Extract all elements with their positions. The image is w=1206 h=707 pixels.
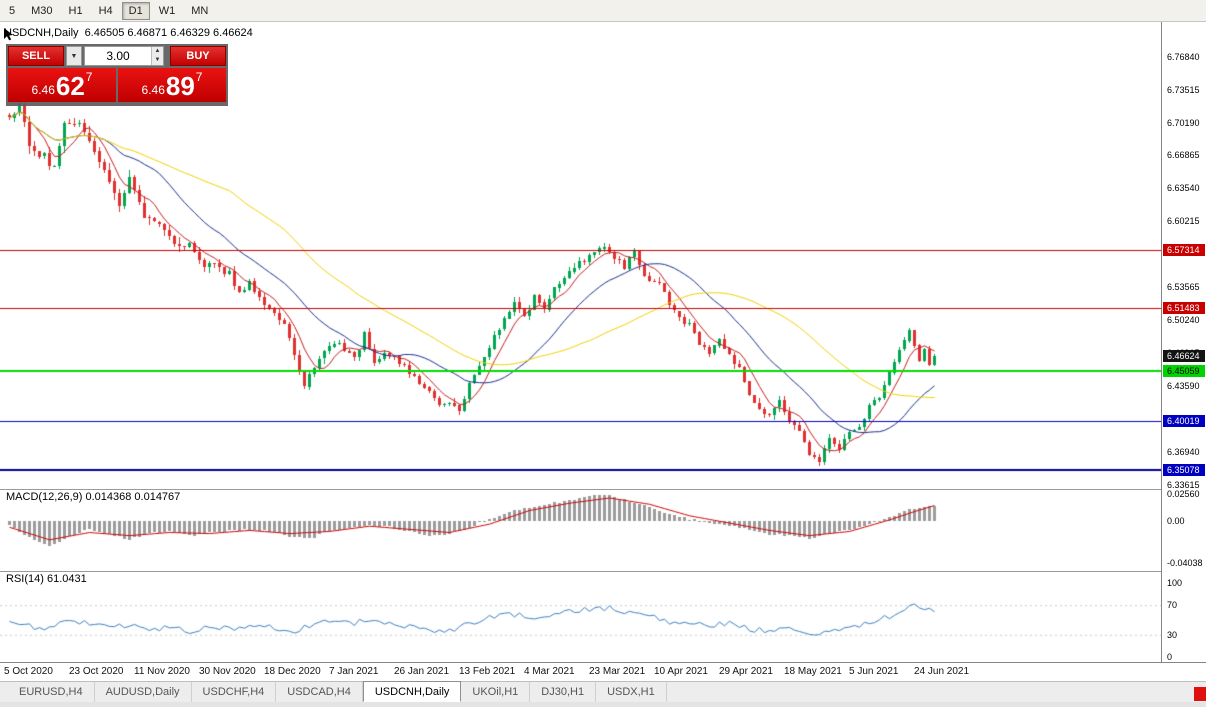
volume-value[interactable]: 3.00 <box>106 49 130 63</box>
volume-dropdown-button[interactable]: ▼ <box>66 46 82 66</box>
timeframe-button-m30[interactable]: M30 <box>31 4 53 17</box>
timeframe-button-5[interactable]: 5 <box>9 4 16 17</box>
rsi-axis-label: 0 <box>1167 652 1173 662</box>
corner-red-block <box>1194 687 1206 701</box>
buy-price-prefix: 6.46 <box>141 83 165 97</box>
date-label: 30 Nov 2020 <box>199 666 256 677</box>
volume-up-icon[interactable]: ▲ <box>152 47 163 56</box>
rsi-label: RSI(14) 61.0431 <box>6 573 87 585</box>
cursor-arrow-icon <box>3 28 14 46</box>
price-badge-blue: 6.35078 <box>1163 464 1205 477</box>
buy-price-panel[interactable]: 6.46 89 7 <box>118 68 226 102</box>
sell-price-prefix: 6.46 <box>31 83 55 97</box>
sell-price-sup: 7 <box>85 70 93 84</box>
price-axis-label: 6.50240 <box>1167 315 1200 326</box>
date-label: 26 Jan 2021 <box>394 666 450 677</box>
date-label: 5 Jun 2021 <box>849 666 899 677</box>
macd-axis-label: 0.02560 <box>1167 489 1200 500</box>
date-label: 10 Apr 2021 <box>654 666 708 677</box>
timeframe-button-w1[interactable]: W1 <box>158 4 176 17</box>
chart-tab-usdx-h1[interactable]: USDX,H1 <box>596 682 667 702</box>
date-label: 23 Mar 2021 <box>589 666 646 677</box>
price-axis-label: 6.63540 <box>1167 183 1200 194</box>
price-axis-label: 6.53565 <box>1167 282 1200 293</box>
volume-field[interactable]: 3.00 ▲ ▼ <box>84 46 164 66</box>
ohlc-values: 6.46505 6.46871 6.46329 6.46624 <box>84 27 253 39</box>
price-axis-label: 6.43590 <box>1167 380 1200 391</box>
timeframe-button-d1[interactable]: D1 <box>121 1 150 20</box>
chart-tab-audusd-daily[interactable]: AUDUSD,Daily <box>95 682 192 702</box>
date-label: 23 Oct 2020 <box>69 666 124 677</box>
buy-button[interactable]: BUY <box>170 46 226 66</box>
chart-tab-usdchf-h4[interactable]: USDCHF,H4 <box>192 682 277 702</box>
sell-price-panel[interactable]: 6.46 62 7 <box>8 68 116 102</box>
timeframe-button-h1[interactable]: H1 <box>68 4 83 17</box>
volume-down-icon[interactable]: ▼ <box>152 56 163 65</box>
buy-price-sup: 7 <box>195 70 203 84</box>
date-axis[interactable]: 5 Oct 2020 23 Oct 2020 11 Nov 2020 30 Nov 2… <box>0 662 1206 681</box>
chart-tabbar: EURUSD,H4 AUDUSD,Daily USDCHF,H4 USDCAD,H4 U… <box>0 681 1206 702</box>
date-label: 5 Oct 2020 <box>4 666 53 677</box>
date-label: 29 Apr 2021 <box>719 666 773 677</box>
price-badge-blue: 6.40019 <box>1163 415 1205 428</box>
one-click-trading-panel: SELL ▼ 3.00 ▲ ▼ BUY 6.46 62 7 6.46 89 7 <box>6 44 228 106</box>
timeframe-toolbar: 5 M30 H1 H4 D1 W1 MN <box>0 0 1206 22</box>
macd-axis-label: -0.04038 <box>1167 558 1203 569</box>
symbol-period-label: USDCNH,Daily <box>4 27 79 39</box>
date-label: 18 May 2021 <box>784 666 842 677</box>
chart-tab-eurusd-h4[interactable]: EURUSD,H4 <box>8 682 95 702</box>
date-label: 13 Feb 2021 <box>459 666 516 677</box>
date-label: 4 Mar 2021 <box>524 666 575 677</box>
rsi-axis-label: 70 <box>1167 600 1178 611</box>
price-axis-label: 6.70190 <box>1167 117 1200 128</box>
price-axis-label: 6.36940 <box>1167 446 1200 457</box>
rsi-axis-label: 30 <box>1167 629 1178 640</box>
price-axis-label: 6.66865 <box>1167 150 1200 161</box>
chart-tab-ukoil-h1[interactable]: UKOil,H1 <box>461 682 531 702</box>
bottom-strip <box>0 702 1206 707</box>
price-badge-red: 6.57314 <box>1163 244 1205 256</box>
price-axis[interactable]: 6.76840 6.73515 6.70190 6.66865 6.63540 6.602… <box>1161 22 1206 662</box>
chart-tab-usdcad-h4[interactable]: USDCAD,H4 <box>276 682 363 702</box>
price-axis-label: 6.33615 <box>1167 479 1200 490</box>
price-badge-red: 6.51483 <box>1163 301 1205 314</box>
sell-button[interactable]: SELL <box>8 46 64 66</box>
price-axis-label: 6.60215 <box>1167 216 1200 227</box>
chart-tab-usdcnh-daily[interactable]: USDCNH,Daily <box>362 681 462 702</box>
date-label: 18 Dec 2020 <box>264 666 321 677</box>
price-badge-green: 6.45059 <box>1163 365 1205 378</box>
rsi-axis-label: 100 <box>1167 578 1183 588</box>
price-axis-label: 6.73515 <box>1167 84 1200 95</box>
ohlc-readout: USDCNH,Daily 6.46505 6.46871 6.46329 6.4… <box>4 27 253 39</box>
panel-separator[interactable] <box>0 489 1206 490</box>
price-chart-canvas[interactable] <box>0 22 1161 662</box>
date-label: 11 Nov 2020 <box>134 666 190 677</box>
chart-tab-dj30-h1[interactable]: DJ30,H1 <box>530 682 597 702</box>
price-axis-label: 6.76840 <box>1167 51 1200 62</box>
sell-price-big: 62 <box>55 71 85 101</box>
macd-axis-label: 0.00 <box>1167 516 1185 526</box>
timeframe-button-mn[interactable]: MN <box>191 4 209 17</box>
buy-price-big: 89 <box>165 71 195 101</box>
timeframe-button-h4[interactable]: H4 <box>98 4 113 17</box>
panel-separator[interactable] <box>0 571 1206 572</box>
macd-label: MACD(12,26,9) 0.014368 0.014767 <box>6 491 181 503</box>
date-label: 7 Jan 2021 <box>329 666 379 677</box>
date-label: 24 Jun 2021 <box>914 666 970 677</box>
price-badge-black: 6.46624 <box>1163 349 1205 362</box>
